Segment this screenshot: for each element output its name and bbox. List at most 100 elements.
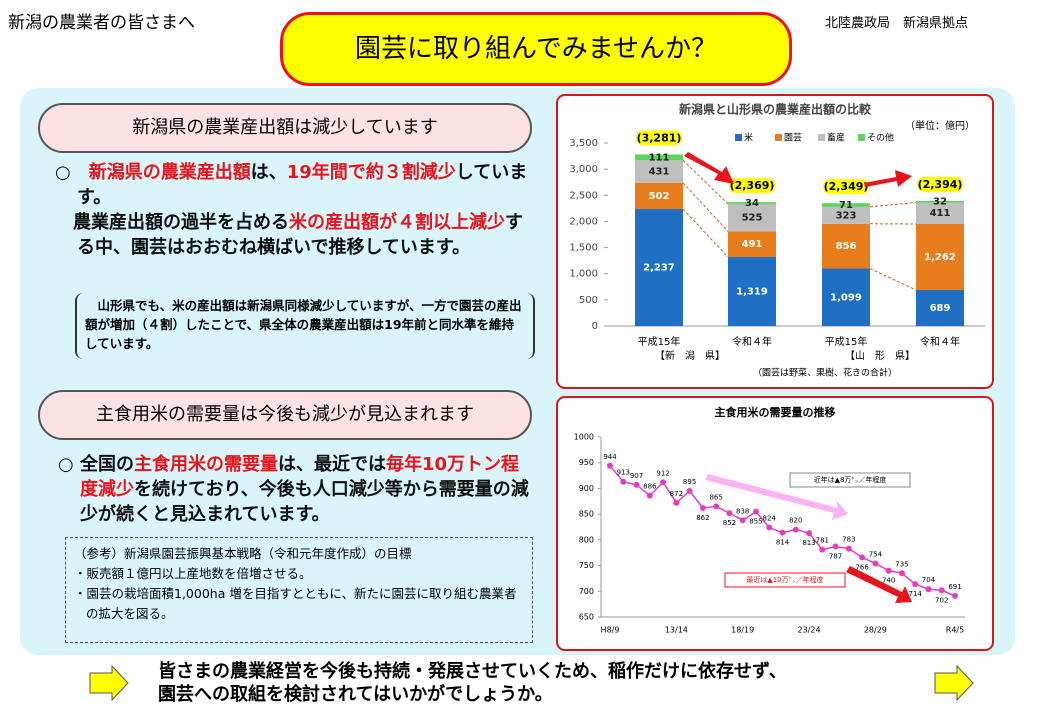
text-segment: 主食用米の需要量	[133, 454, 278, 475]
section-text: ○ 全国の主食用米の需要量は、最近では毎年10万トン程度減少を続けており、今後も…	[58, 452, 533, 527]
point-label: 944	[603, 453, 617, 461]
point-label: 781	[816, 537, 829, 545]
legend-label: 畜産	[827, 132, 845, 144]
y-tick-label: 650	[579, 613, 594, 622]
section-text: ○ 新潟県の農業産出額は、19年間で約３割減少しています。 農業産出額の過半を占…	[55, 160, 535, 260]
chart-title: 新潟県と山形県の農業産出額の比較	[679, 102, 872, 117]
x-tick-label: H8/9	[601, 626, 620, 635]
connector	[682, 208, 729, 258]
bar-segment	[635, 154, 683, 161]
text-segment: を続けており、今後も人口減少等から需要量の減少が続くと見込まれています。	[80, 479, 529, 525]
y-tick-label: 1000	[574, 433, 594, 442]
group-label: 【山 形 県】	[845, 350, 915, 362]
total-label-bg	[917, 176, 963, 192]
office: 北陸農政局 新潟県拠点	[825, 16, 969, 31]
text-segment: 農業産出額の過半を占める	[55, 212, 289, 233]
x-tick-label: 13/14	[665, 626, 688, 635]
annotation: 近年は▲8万㌧／年程度	[814, 475, 887, 484]
point	[792, 526, 799, 533]
bar-segment	[728, 257, 776, 326]
paragraph: ○ 新潟県の農業産出額は、19年間で約３割減少しています。	[55, 160, 535, 210]
paragraph: 農業産出額の過半を占める米の産出額が４割以上減少する中、園芸はおおむね横ばいで推…	[55, 210, 535, 260]
point-label: 907	[630, 472, 643, 480]
legend-label: 米	[744, 132, 753, 144]
x-tick-label: 23/24	[798, 626, 821, 635]
trend-arrow	[846, 566, 912, 603]
text-segment: 19年間で約３割減少	[286, 162, 456, 183]
bar-segment	[916, 200, 964, 203]
point	[912, 581, 919, 588]
text-segment: ○	[55, 162, 89, 183]
legend-swatch	[735, 134, 742, 141]
bar-value-label: 431	[649, 167, 670, 178]
text-segment: 米の産出額が４割以上減少	[289, 212, 505, 233]
legend-swatch	[775, 134, 782, 141]
point-label: 862	[696, 514, 709, 522]
x-tick-label: 18/19	[731, 626, 754, 635]
point	[660, 479, 667, 486]
point-label: 691	[948, 583, 961, 591]
bar-value-label: 502	[649, 191, 670, 202]
bar-value-label: 71	[839, 200, 853, 211]
group-label: 【新 潟 県】	[655, 349, 725, 362]
bar-value-label: 1,262	[924, 252, 956, 263]
text-segment: は、	[250, 162, 287, 183]
bar-value-label: 1,319	[736, 287, 768, 298]
point-label: 852	[723, 519, 736, 527]
point	[819, 546, 826, 553]
point-label: 824	[763, 515, 777, 523]
text-segment: しています。	[77, 162, 528, 208]
bar-value-label: 411	[930, 208, 951, 219]
x-tick-label: 平成15年	[638, 335, 681, 348]
text-segment: は、最近では	[277, 454, 386, 475]
point-label: 838	[736, 507, 749, 515]
point-label: 886	[643, 483, 657, 491]
y-tick-label: 1,500	[569, 243, 598, 254]
bar-value-label: 32	[933, 197, 947, 208]
footer-line: 皆さまの農業経営を今後も持続・発展させていくため、稲作だけに依存せず、	[158, 661, 787, 682]
point-label: 766	[855, 563, 869, 571]
bar-segment	[822, 203, 870, 207]
y-tick-label: 900	[579, 484, 594, 493]
annotation-box	[724, 572, 846, 588]
text-segment: する中、園芸はおおむね横ばいで推移しています。	[77, 212, 523, 258]
text-segment: ○ 全国の	[58, 454, 134, 475]
point-label: 783	[842, 536, 855, 544]
paragraph: ○ 全国の主食用米の需要量は、最近では毎年10万トン程度減少を続けており、今後も…	[58, 452, 533, 527]
point	[686, 488, 693, 494]
x-tick-label: 28/29	[864, 626, 887, 635]
point	[872, 560, 879, 567]
y-tick-label: 850	[579, 510, 594, 519]
point	[752, 508, 759, 515]
point-label: 740	[882, 577, 895, 585]
bar-value-label: 323	[836, 210, 857, 221]
point-label: 702	[935, 596, 948, 604]
point	[938, 587, 945, 594]
total-label: (2,394)	[918, 178, 963, 191]
reference: （参考）新潟県園芸振興基本戦略（令和元年度作成）の目標 ・販売額１億円以上産地数…	[65, 537, 533, 643]
greeting: 新潟の農業者の皆さまへ	[8, 13, 195, 33]
point-label: 865	[709, 493, 722, 501]
point	[620, 478, 627, 485]
y-tick-label: 700	[579, 587, 594, 596]
point	[607, 462, 613, 469]
bar-segment	[635, 160, 683, 183]
total-label: (2,349)	[824, 180, 869, 193]
annotation-box	[789, 472, 911, 488]
line-chart-frame	[556, 396, 994, 651]
y-tick-label: 750	[579, 561, 594, 570]
section-heading: 新潟県の農業産出額は減少しています	[38, 103, 532, 153]
trend-arrow	[864, 170, 912, 187]
bar-segment	[635, 182, 683, 210]
point-label: 872	[670, 490, 683, 498]
point-label: 895	[683, 478, 696, 486]
text-segment: 新潟県の農業産出額	[88, 162, 251, 183]
point	[646, 492, 653, 499]
point-label: 754	[869, 551, 883, 559]
legend-swatch	[858, 134, 865, 141]
connector	[682, 182, 729, 232]
bar-value-label: 525	[742, 213, 763, 224]
point-label: 913	[617, 469, 630, 477]
